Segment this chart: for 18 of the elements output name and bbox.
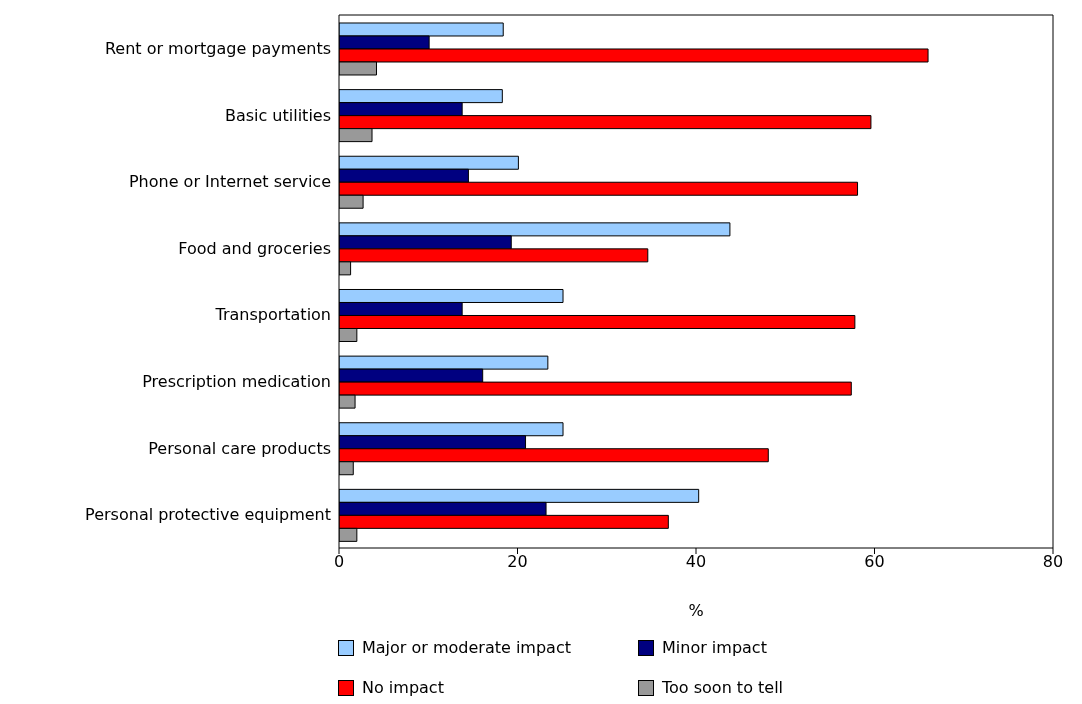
legend-label: Too soon to tell (662, 678, 784, 698)
y-tick-label: Transportation (214, 305, 331, 325)
x-tick-label: 40 (685, 552, 707, 572)
x-tick-label: 0 (333, 552, 345, 572)
legend-label: Major or moderate impact (362, 638, 571, 658)
x-tick-label: 60 (864, 552, 885, 572)
y-tick-label: Basic utilities (224, 105, 331, 125)
y-tick-label: Personal protective equipment (85, 505, 331, 525)
y-tick-label: Food and groceries (178, 238, 331, 258)
x-tick-label: 20 (507, 552, 528, 572)
legend-label: Minor impact (662, 638, 767, 658)
x-axis-title: % (688, 601, 704, 620)
y-tick-label: Personal care products (148, 438, 331, 458)
legend-label: No impact (362, 678, 444, 698)
y-tick-label: Prescription medication (142, 372, 331, 392)
x-tick-label: 80 (1042, 552, 1064, 572)
y-tick-label: Phone or Internet service (128, 172, 331, 192)
y-tick-label: Rent or mortgage payments (104, 38, 331, 58)
